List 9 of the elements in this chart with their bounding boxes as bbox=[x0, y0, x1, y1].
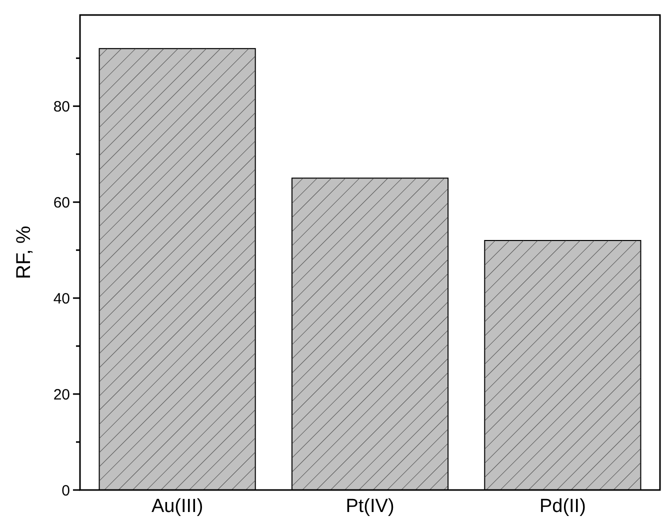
y-tick-label: 0 bbox=[62, 482, 70, 500]
y-tick-label: 40 bbox=[53, 290, 70, 308]
y-tick-label: 20 bbox=[53, 386, 70, 404]
y-tick-label: 60 bbox=[53, 194, 70, 212]
x-tick-label: Au(III) bbox=[151, 496, 204, 517]
x-tick-label: Pt(IV) bbox=[346, 496, 394, 517]
y-axis-title: RF, % bbox=[13, 226, 35, 280]
x-tick-label: Pd(II) bbox=[539, 496, 586, 517]
y-tick-label: 80 bbox=[53, 98, 70, 116]
